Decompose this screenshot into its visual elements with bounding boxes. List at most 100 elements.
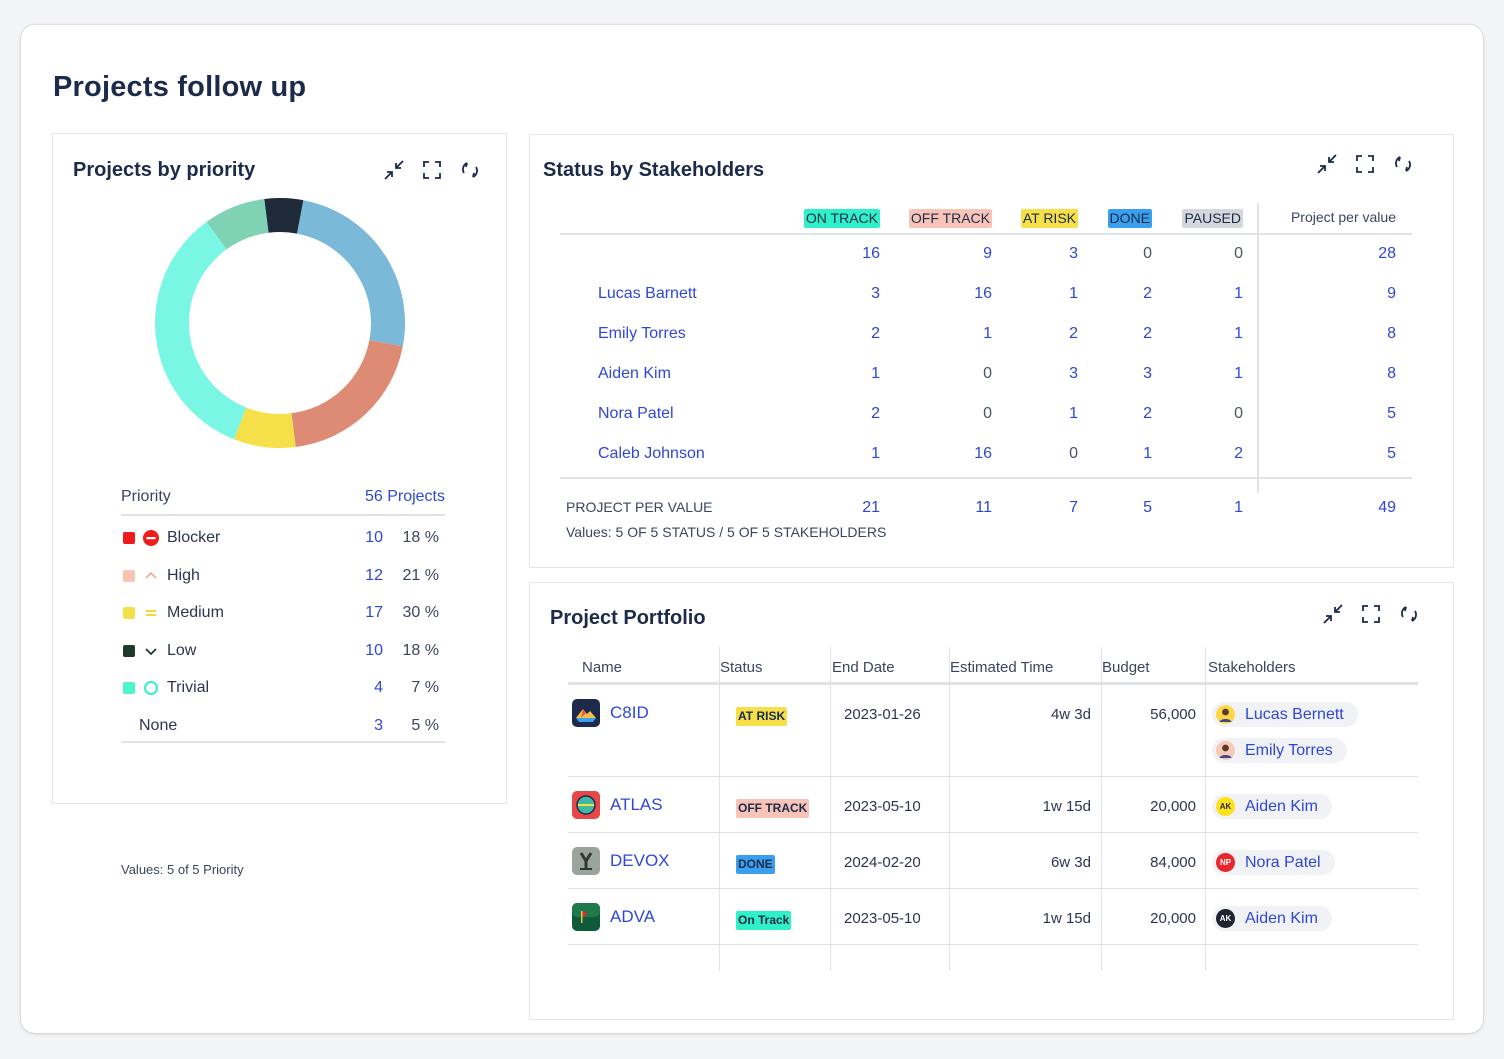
stakeholder-name[interactable]: Nora Patel [598,405,674,422]
refresh-icon[interactable] [1398,603,1420,625]
stakeholder-cell[interactable]: 1 [1069,405,1078,422]
stakeholder-cell[interactable]: 0 [1234,405,1243,422]
stakeholder-name[interactable]: Emily Torres [598,325,686,342]
stakeholder-cell[interactable]: 1 [1234,325,1243,342]
stakeholder-cell[interactable]: 0 [983,365,992,382]
totals-cell[interactable]: 1 [1234,499,1243,516]
portfolio-row-atlas[interactable]: ATLAS OFF TRACK 2023-05-10 1w 15d 20,000 AK Ai… [568,777,1418,833]
column-header-budget[interactable]: Budget [1102,659,1150,676]
stakeholder-cell[interactable]: 2 [1069,325,1078,342]
stakeholder-row-total[interactable]: 8 [1387,365,1396,382]
stakeholder-row-total[interactable]: 9 [1387,285,1396,302]
stakeholder-chip[interactable]: AK Aiden Kim [1212,794,1332,819]
project-name[interactable]: ADVA [610,907,656,926]
donut-slice[interactable] [155,221,247,440]
project-name[interactable]: DEVOX [610,851,670,870]
donut-slice[interactable] [206,198,269,250]
stakeholder-cell[interactable]: 1 [983,325,992,342]
priority-row-blocker[interactable]: Blocker 10 18 % [121,518,445,556]
stakeholder-cell[interactable]: 2 [1143,285,1152,302]
priority-count[interactable]: 17 [365,604,383,621]
grand-total[interactable]: 49 [1378,499,1396,516]
stakeholder-row-total[interactable]: 5 [1387,405,1396,422]
priority-count[interactable]: 10 [365,641,383,659]
stakeholder-row[interactable]: Aiden Kim 1 0 3 3 1 8 [560,355,1412,395]
column-header-status[interactable]: Status [720,659,763,676]
column-header-end-date[interactable]: End Date [832,659,895,676]
priority-row-low[interactable]: Low 10 18 % [121,631,445,669]
status-column-header[interactable]: AT RISK [1020,209,1078,228]
stakeholder-row[interactable]: Caleb Johnson 1 16 0 1 2 5 [560,435,1412,475]
stakeholder-cell[interactable]: 16 [974,285,992,302]
stakeholder-row[interactable]: 16 9 3 0 0 28 [560,235,1412,275]
stakeholder-cell[interactable]: 0 [1069,445,1078,462]
stakeholder-cell[interactable]: 0 [1143,245,1152,262]
donut-slice[interactable] [233,407,296,448]
priority-count[interactable]: 4 [374,679,383,696]
donut-slice[interactable] [297,200,405,347]
stakeholder-cell[interactable]: 2 [1143,405,1152,422]
refresh-icon[interactable] [1392,153,1414,175]
stakeholder-cell[interactable]: 1 [871,445,880,462]
totals-cell[interactable]: 5 [1143,499,1152,516]
priority-count[interactable]: 3 [374,716,383,734]
stakeholder-row[interactable]: Emily Torres 2 1 2 2 1 8 [560,315,1412,355]
stakeholder-chip[interactable]: NP Nora Patel [1212,850,1335,875]
stakeholder-chip-name[interactable]: Nora Patel [1245,853,1321,871]
column-header-name[interactable]: Name [582,659,623,676]
stakeholder-chip[interactable]: Lucas Bernett [1212,702,1358,727]
expand-icon[interactable] [421,159,443,181]
stakeholder-chip-name[interactable]: Aiden Kim [1245,909,1318,927]
expand-icon[interactable] [1354,153,1376,175]
stakeholder-cell[interactable]: 3 [1069,365,1078,382]
stakeholder-chip[interactable]: Emily Torres [1212,738,1347,763]
stakeholder-cell[interactable]: 1 [1069,285,1078,302]
status-column-header[interactable]: ON TRACK [803,209,880,228]
minimize-icon[interactable] [1316,153,1338,175]
stakeholder-cell[interactable]: 1 [871,365,880,382]
stakeholder-cell[interactable]: 0 [1234,245,1243,262]
totals-cell[interactable]: 7 [1069,499,1078,516]
stakeholder-row-total[interactable]: 28 [1378,245,1396,262]
priority-row-high[interactable]: High 12 21 % [121,556,445,594]
stakeholder-name[interactable]: Aiden Kim [598,365,671,382]
stakeholder-chip-name[interactable]: Lucas Bernett [1245,705,1344,723]
stakeholder-cell[interactable]: 2 [1143,325,1152,342]
stakeholder-cell[interactable]: 1 [1234,285,1243,302]
stakeholder-cell[interactable]: 2 [1234,445,1243,462]
stakeholder-cell[interactable]: 2 [871,325,880,342]
refresh-icon[interactable] [459,159,481,181]
stakeholder-row-total[interactable]: 8 [1387,325,1396,342]
status-column-header[interactable]: OFF TRACK [908,209,992,228]
totals-cell[interactable]: 11 [975,499,992,516]
stakeholder-cell[interactable]: 0 [983,405,992,422]
priority-row-trivial[interactable]: Trivial 4 7 % [121,668,445,706]
donut-slice[interactable] [291,340,403,448]
portfolio-row-devox[interactable]: DEVOX DONE 2024-02-20 6w 3d 84,000 NP Nora Pat… [568,833,1418,889]
stakeholder-name[interactable]: Caleb Johnson [598,445,705,462]
priority-row-none[interactable]: None 3 5 % [121,706,445,743]
totals-cell[interactable]: 21 [862,499,880,516]
minimize-icon[interactable] [383,159,405,181]
stakeholder-cell[interactable]: 16 [862,245,880,262]
priority-count[interactable]: 10 [365,529,383,546]
stakeholder-cell[interactable]: 9 [983,245,992,262]
donut-slice[interactable] [264,198,304,234]
stakeholder-chip[interactable]: AK Aiden Kim [1212,906,1332,931]
project-name[interactable]: ATLAS [610,795,663,814]
stakeholder-row[interactable]: Nora Patel 2 0 1 2 0 5 [560,395,1412,435]
stakeholder-chip-name[interactable]: Emily Torres [1245,741,1333,759]
priority-count[interactable]: 12 [365,566,383,584]
minimize-icon[interactable] [1322,603,1344,625]
stakeholder-row-total[interactable]: 5 [1387,445,1396,462]
column-header-estimated-time[interactable]: Estimated Time [950,659,1054,676]
stakeholder-cell[interactable]: 16 [974,445,992,462]
stakeholder-chip-name[interactable]: Aiden Kim [1245,797,1318,815]
stakeholder-cell[interactable]: 2 [871,405,880,422]
status-column-header[interactable]: DONE [1107,209,1152,228]
stakeholder-cell[interactable]: 3 [871,285,880,302]
priority-row-medium[interactable]: Medium 17 30 % [121,593,445,631]
expand-icon[interactable] [1360,603,1382,625]
portfolio-row-adva[interactable]: ADVA On Track 2023-05-10 1w 15d 20,000 AK Aide… [568,889,1418,945]
stakeholder-cell[interactable]: 1 [1143,445,1152,462]
